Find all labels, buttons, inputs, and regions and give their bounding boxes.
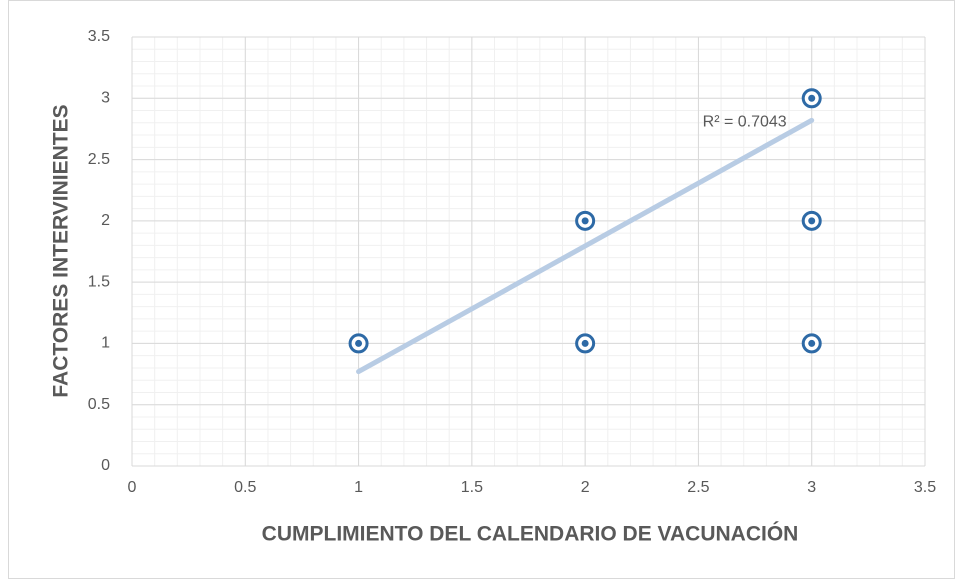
x-axis-title: CUMPLIMIENTO DEL CALENDARIO DE VACUNACIÓ… xyxy=(262,522,799,546)
point-center xyxy=(808,217,816,225)
x-tick-label: 1 xyxy=(354,479,363,496)
point-center xyxy=(355,339,363,347)
x-tick-label: 3 xyxy=(807,479,816,496)
point-center xyxy=(808,94,816,102)
x-tick-label: 2.5 xyxy=(687,479,709,496)
y-tick-label: 3 xyxy=(101,90,110,107)
point-center xyxy=(581,217,589,225)
x-tick-label: 0.5 xyxy=(234,479,256,496)
y-tick-label: 2.5 xyxy=(88,151,110,168)
x-tick-label: 1.5 xyxy=(461,479,483,496)
point-center xyxy=(808,339,816,347)
x-tick-label: 2 xyxy=(581,479,590,496)
y-axis-title: FACTORES INTERVINIENTES xyxy=(50,104,73,397)
point-center xyxy=(581,339,589,347)
y-tick-label: 1 xyxy=(101,335,110,352)
y-tick-label: 1.5 xyxy=(88,273,110,290)
trendline xyxy=(356,117,815,375)
y-tick-label: 2 xyxy=(101,212,110,229)
y-tick-label: 0 xyxy=(101,457,110,474)
x-tick-label: 0 xyxy=(128,479,137,496)
y-tick-label: 3.5 xyxy=(88,28,110,45)
chart-border xyxy=(8,0,955,579)
x-tick-label: 3.5 xyxy=(914,479,936,496)
y-tick-label: 0.5 xyxy=(88,396,110,413)
trendline-label: R² = 0.7043 xyxy=(703,114,787,131)
